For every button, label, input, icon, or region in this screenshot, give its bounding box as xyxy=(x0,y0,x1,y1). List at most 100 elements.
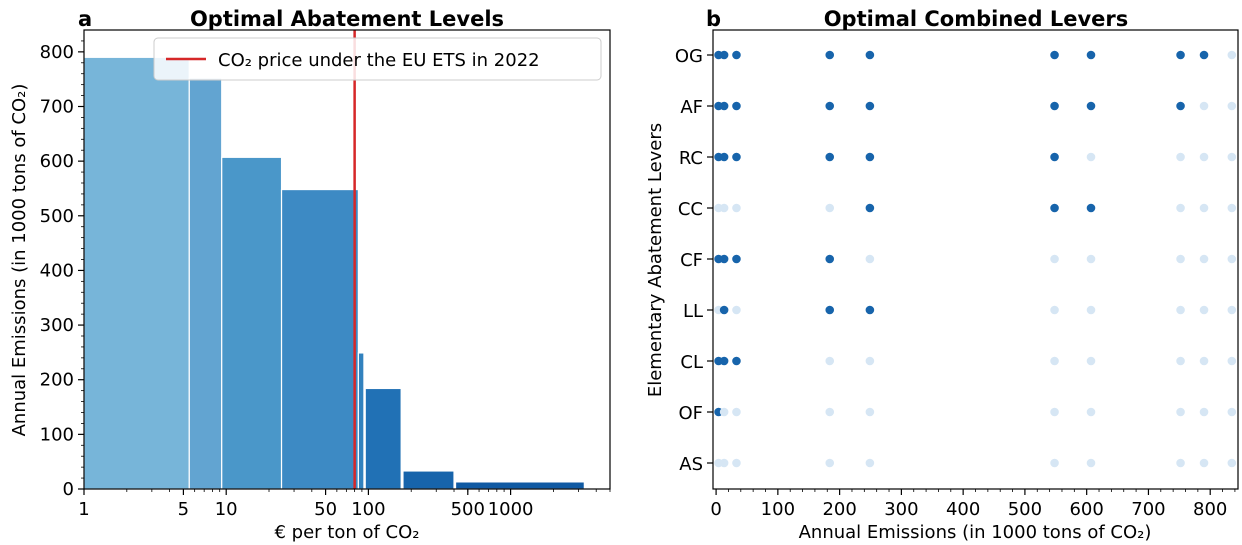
point-af-8-active xyxy=(1176,101,1185,111)
panel-a-bars xyxy=(83,56,585,490)
point-ll-6-inactive xyxy=(1050,305,1059,315)
x-tick-label: 5 xyxy=(178,499,189,520)
bar-3 xyxy=(221,156,283,490)
point-og-7-active xyxy=(1086,50,1096,60)
bar-8 xyxy=(454,481,585,490)
point-rc-10-inactive xyxy=(1227,152,1237,162)
point-af-3-active xyxy=(732,101,741,111)
point-cl-10-inactive xyxy=(1227,356,1237,366)
y-category-label: OG xyxy=(675,46,703,67)
x-tick-label: 10 xyxy=(215,499,238,520)
point-af-2-active xyxy=(719,101,729,111)
point-ll-9-inactive xyxy=(1199,305,1209,315)
point-af-4-active xyxy=(825,101,835,111)
point-rc-6-active xyxy=(1050,152,1059,162)
point-og-6-active xyxy=(1050,50,1059,60)
point-as-6-inactive xyxy=(1050,458,1059,468)
x-tick-label: 700 xyxy=(1131,499,1165,520)
point-as-2-inactive xyxy=(719,458,729,468)
point-ll-7-inactive xyxy=(1086,305,1096,315)
point-as-9-inactive xyxy=(1199,458,1209,468)
point-cl-7-inactive xyxy=(1086,356,1096,366)
y-tick-label: 800 xyxy=(40,42,74,63)
point-cf-9-inactive xyxy=(1199,254,1209,264)
point-cc-10-inactive xyxy=(1227,203,1237,213)
panel-a-ylabel: Annual Emissions (in 1000 tons of CO₂) xyxy=(9,84,30,437)
point-cl-9-inactive xyxy=(1199,356,1209,366)
x-tick-label: 100 xyxy=(351,499,385,520)
point-as-7-inactive xyxy=(1086,458,1096,468)
bar-5 xyxy=(357,352,365,490)
point-cf-8-inactive xyxy=(1176,254,1185,264)
point-cc-9-inactive xyxy=(1199,203,1209,213)
bar-7 xyxy=(402,470,455,490)
x-tick-label: 400 xyxy=(946,499,980,520)
point-og-4-active xyxy=(825,50,835,60)
point-og-3-active xyxy=(732,50,741,60)
point-rc-8-inactive xyxy=(1176,152,1185,162)
point-rc-5-active xyxy=(865,152,875,162)
y-tick-label: 100 xyxy=(40,424,74,445)
point-ll-5-active xyxy=(865,305,875,315)
y-tick-label: 0 xyxy=(63,479,74,500)
panel-a-xlabel: € per ton of CO₂ xyxy=(274,522,419,543)
y-category-label: CF xyxy=(680,250,703,271)
point-cl-8-inactive xyxy=(1176,356,1185,366)
x-tick-label: 100 xyxy=(761,499,795,520)
y-tick-label: 400 xyxy=(40,260,74,281)
y-category-label: OF xyxy=(678,403,703,424)
x-tick-label: 0 xyxy=(710,499,721,520)
point-af-10-inactive xyxy=(1227,101,1237,111)
point-cl-6-inactive xyxy=(1050,356,1059,366)
point-cc-5-active xyxy=(865,203,875,213)
point-of-8-inactive xyxy=(1176,407,1185,417)
point-ll-3-inactive xyxy=(732,305,741,315)
point-af-7-active xyxy=(1086,101,1096,111)
point-rc-2-active xyxy=(719,152,729,162)
point-as-5-inactive xyxy=(865,458,875,468)
point-as-10-inactive xyxy=(1227,458,1237,468)
x-tick-label: 800 xyxy=(1193,499,1227,520)
point-of-6-inactive xyxy=(1050,407,1059,417)
point-as-4-inactive xyxy=(825,458,835,468)
point-og-2-active xyxy=(719,50,729,60)
point-of-7-inactive xyxy=(1086,407,1096,417)
point-cc-6-active xyxy=(1050,203,1059,213)
x-tick-label: 300 xyxy=(884,499,918,520)
point-cc-8-inactive xyxy=(1176,203,1185,213)
point-af-9-inactive xyxy=(1199,101,1209,111)
point-rc-7-inactive xyxy=(1086,152,1096,162)
y-tick-label: 200 xyxy=(40,370,74,391)
point-cf-10-inactive xyxy=(1227,254,1237,264)
point-cc-7-active xyxy=(1086,203,1096,213)
point-ll-4-active xyxy=(825,305,835,315)
point-cc-3-inactive xyxy=(732,203,741,213)
point-cf-3-active xyxy=(732,254,741,264)
point-af-5-active xyxy=(865,101,875,111)
point-of-9-inactive xyxy=(1199,407,1209,417)
point-of-5-inactive xyxy=(865,407,875,417)
x-tick-label: 200 xyxy=(822,499,856,520)
x-tick-label: 500 xyxy=(451,499,485,520)
point-cl-4-inactive xyxy=(825,356,835,366)
panel-b-title: Optimal Combined Levers xyxy=(824,7,1129,31)
point-og-8-active xyxy=(1176,50,1185,60)
point-ll-10-inactive xyxy=(1227,305,1237,315)
legend-box xyxy=(153,37,602,81)
y-tick-label: 600 xyxy=(40,151,74,172)
x-tick-label: 600 xyxy=(1069,499,1103,520)
point-of-4-inactive xyxy=(825,407,835,417)
panel-b-xlabel: Annual Emissions (in 1000 tons of CO₂) xyxy=(799,522,1152,543)
point-cf-5-inactive xyxy=(865,254,875,264)
y-tick-label: 500 xyxy=(40,206,74,227)
point-cf-6-inactive xyxy=(1050,254,1059,264)
point-of-2-inactive xyxy=(719,407,729,417)
y-tick-label: 300 xyxy=(40,315,74,336)
x-tick-label: 1000 xyxy=(488,499,534,520)
x-tick-label: 500 xyxy=(1008,499,1042,520)
point-af-6-active xyxy=(1050,101,1059,111)
panel-b: b Optimal Combined Levers OG AF RC CC CF LL CL… xyxy=(645,7,1239,543)
bar-2 xyxy=(188,77,223,490)
y-category-label: CC xyxy=(678,199,703,220)
